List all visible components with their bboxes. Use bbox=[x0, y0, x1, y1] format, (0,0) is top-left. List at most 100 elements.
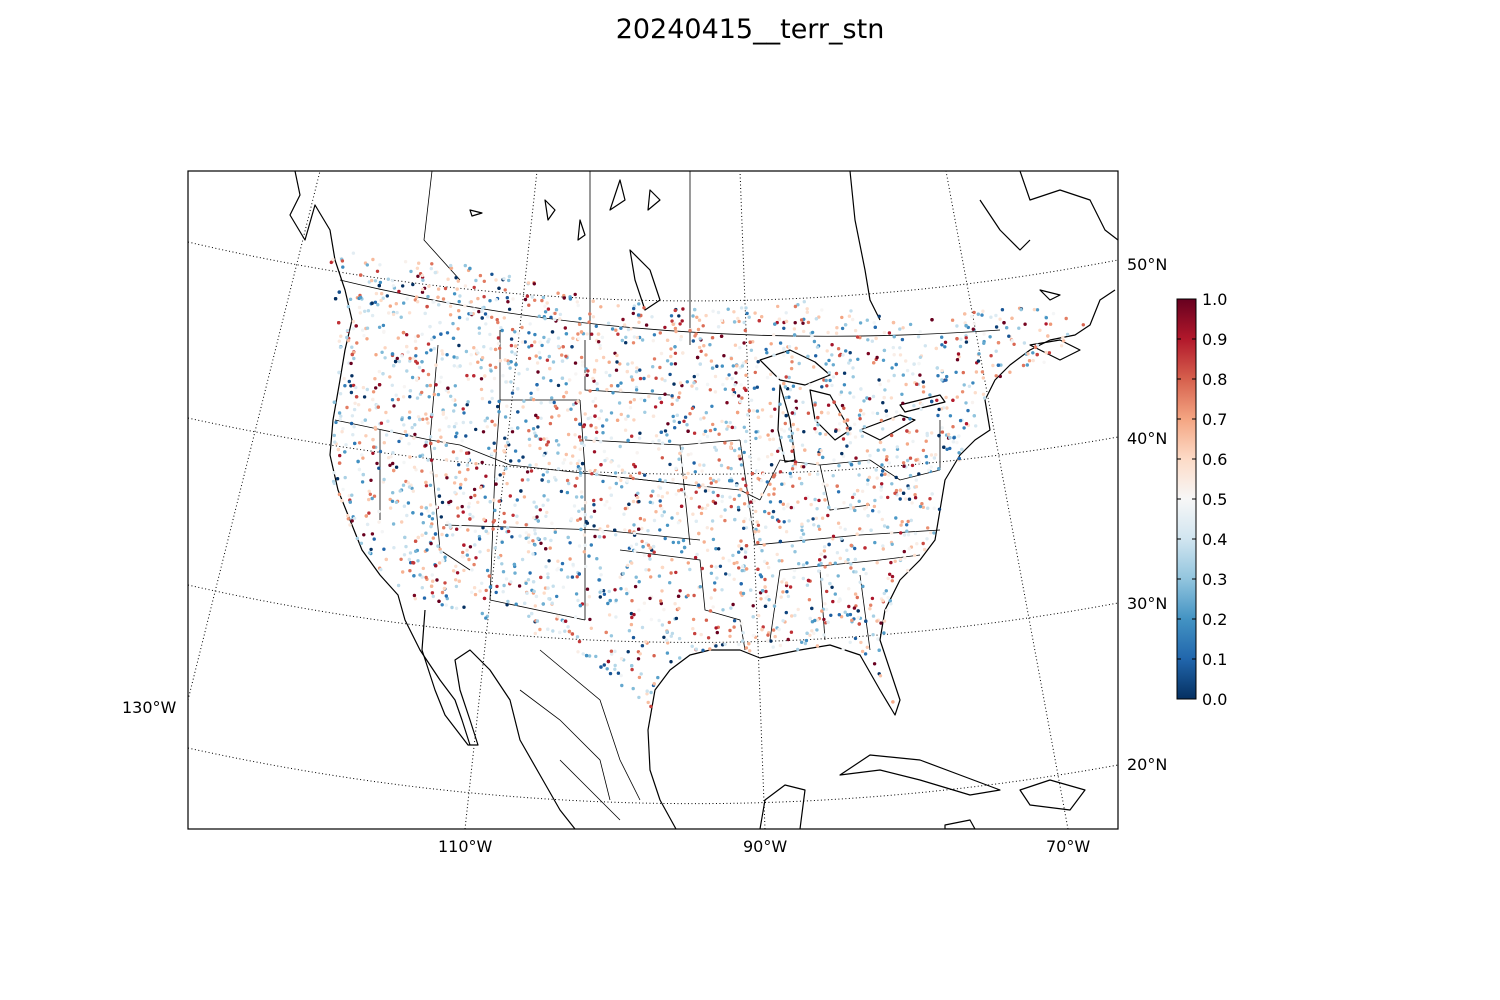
station-dot bbox=[782, 507, 786, 511]
station-dot bbox=[955, 358, 960, 362]
station-dot bbox=[497, 555, 501, 560]
station-dot bbox=[944, 378, 948, 382]
station-dot bbox=[461, 550, 465, 555]
station-dot bbox=[747, 315, 751, 319]
station-dot bbox=[773, 407, 777, 411]
station-dot bbox=[452, 481, 457, 485]
station-dot bbox=[901, 461, 906, 465]
station-dot bbox=[788, 427, 792, 431]
station-dot bbox=[556, 559, 560, 563]
station-dot bbox=[837, 599, 841, 604]
station-dot bbox=[600, 335, 605, 340]
station-dot bbox=[957, 434, 961, 438]
station-dot bbox=[351, 383, 356, 388]
station-dot bbox=[728, 634, 732, 638]
station-dot bbox=[345, 329, 350, 333]
station-dot bbox=[595, 557, 599, 561]
station-dot bbox=[578, 517, 582, 521]
station-dot bbox=[377, 369, 381, 374]
station-dot bbox=[793, 408, 797, 412]
station-dot bbox=[684, 495, 689, 499]
station-dot bbox=[919, 407, 923, 411]
station-dot bbox=[749, 348, 754, 352]
station-dot bbox=[598, 590, 602, 594]
station-dot bbox=[816, 415, 820, 420]
station-dot bbox=[957, 456, 961, 461]
station-dot bbox=[996, 363, 1001, 367]
station-dot bbox=[386, 419, 390, 423]
station-dot bbox=[930, 399, 934, 404]
station-dot bbox=[606, 601, 610, 606]
station-dot bbox=[809, 502, 813, 507]
station-dot bbox=[723, 441, 727, 445]
station-dot bbox=[365, 326, 370, 330]
station-dot bbox=[426, 342, 431, 346]
station-dot bbox=[351, 319, 356, 324]
station-dot bbox=[720, 364, 724, 368]
station-dot bbox=[741, 477, 745, 481]
station-dot bbox=[562, 395, 566, 399]
station-dot bbox=[771, 628, 776, 632]
station-dot bbox=[805, 307, 809, 311]
station-dot bbox=[585, 332, 589, 336]
station-dot bbox=[349, 421, 354, 426]
station-dot bbox=[921, 385, 926, 389]
station-dot bbox=[799, 536, 803, 540]
station-dot bbox=[501, 570, 506, 574]
station-dot bbox=[822, 491, 826, 496]
station-dot bbox=[633, 584, 638, 589]
station-dot bbox=[598, 595, 602, 599]
station-dot bbox=[882, 619, 887, 623]
station-dot bbox=[747, 504, 751, 508]
station-dot bbox=[878, 674, 883, 678]
station-dot bbox=[335, 477, 340, 481]
station-dot bbox=[797, 476, 802, 481]
station-dot bbox=[556, 614, 560, 619]
station-dot bbox=[724, 420, 728, 424]
station-dot bbox=[882, 631, 886, 635]
station-dot bbox=[691, 627, 695, 631]
station-dot bbox=[940, 430, 945, 434]
station-dot bbox=[870, 339, 874, 343]
station-dot bbox=[577, 509, 581, 513]
station-dot bbox=[890, 574, 895, 579]
station-dot bbox=[885, 608, 889, 613]
station-dot bbox=[415, 361, 419, 365]
station-dot bbox=[481, 306, 485, 310]
station-dot bbox=[787, 344, 792, 349]
station-dot bbox=[551, 629, 555, 633]
station-dot bbox=[430, 573, 434, 577]
station-dot bbox=[749, 588, 753, 592]
station-dot bbox=[823, 555, 827, 559]
station-dot bbox=[585, 603, 589, 607]
station-dot bbox=[472, 586, 477, 590]
station-dot bbox=[789, 630, 794, 634]
station-dot bbox=[449, 394, 453, 398]
station-dot bbox=[654, 376, 658, 380]
station-dot bbox=[461, 420, 465, 425]
station-dot bbox=[954, 370, 958, 374]
station-dot bbox=[376, 405, 380, 409]
station-dot bbox=[524, 536, 528, 540]
station-dot bbox=[845, 418, 850, 422]
station-dot bbox=[757, 457, 761, 461]
station-dot bbox=[346, 517, 350, 521]
station-dot bbox=[589, 543, 593, 547]
station-dot bbox=[872, 504, 877, 509]
station-dot bbox=[868, 607, 872, 611]
station-dot bbox=[729, 356, 734, 361]
station-dot bbox=[894, 362, 898, 367]
station-dot bbox=[842, 406, 846, 410]
station-dot bbox=[698, 585, 702, 589]
station-dot bbox=[825, 483, 829, 487]
station-dot bbox=[901, 491, 906, 495]
station-dot bbox=[898, 497, 902, 501]
station-dot bbox=[882, 330, 887, 335]
station-dot bbox=[698, 362, 702, 366]
station-dot bbox=[564, 382, 568, 386]
station-dot bbox=[381, 323, 386, 328]
station-dot bbox=[881, 401, 885, 405]
station-dot bbox=[817, 315, 821, 319]
station-dot bbox=[906, 458, 910, 463]
station-dot bbox=[566, 535, 570, 540]
